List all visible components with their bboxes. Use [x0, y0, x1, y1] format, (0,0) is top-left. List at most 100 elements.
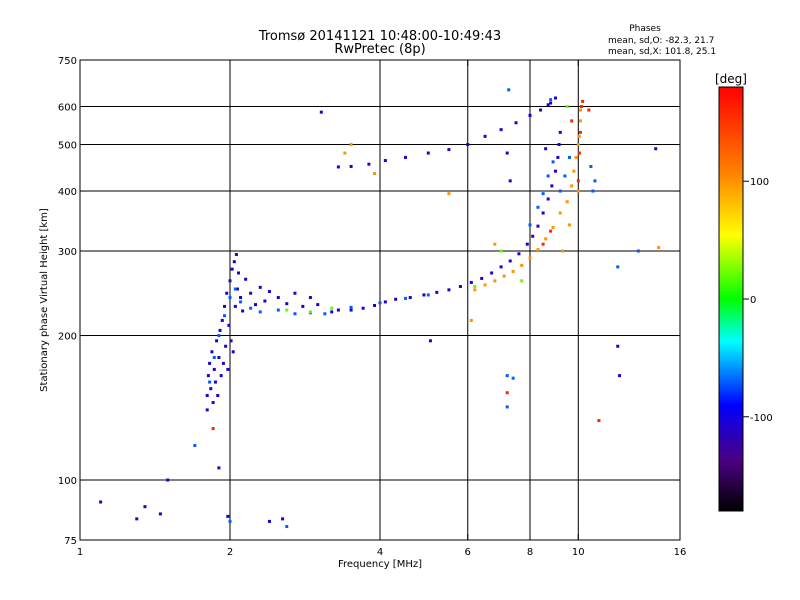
data-point	[394, 297, 398, 301]
data-point	[581, 99, 585, 103]
data-point	[166, 478, 170, 482]
data-point	[208, 380, 212, 384]
data-point	[158, 512, 162, 516]
colorbar	[718, 86, 744, 512]
data-point	[546, 103, 550, 107]
x-axis: 1 2 4 6 8 10 16	[77, 60, 687, 558]
data-point	[493, 242, 497, 246]
data-point	[193, 444, 197, 448]
data-point	[253, 303, 257, 307]
data-point	[505, 151, 509, 155]
data-point	[558, 130, 562, 134]
data-point	[636, 249, 640, 253]
data-point	[231, 350, 235, 354]
y-axis: 75 100 200 300 400 500 600 750	[58, 56, 680, 547]
data-point	[212, 367, 216, 371]
data-point	[435, 290, 439, 294]
data-point	[520, 279, 524, 283]
data-point	[220, 318, 224, 322]
data-point	[249, 306, 253, 310]
data-point	[383, 159, 387, 163]
data-point	[408, 296, 412, 300]
data-point	[549, 98, 553, 102]
data-point	[499, 128, 503, 132]
data-point	[233, 304, 237, 308]
y-tick-label: 750	[58, 56, 77, 67]
data-point	[593, 179, 597, 183]
data-point	[517, 252, 521, 256]
data-point	[473, 288, 477, 292]
data-point	[343, 151, 347, 155]
data-point	[241, 309, 245, 313]
phase-stats-o: mean, sd,O: -82.3, 21.7	[608, 36, 714, 46]
data-point	[499, 249, 503, 253]
colorbar-ticks: 100 0 -100	[743, 177, 773, 424]
data-point	[528, 223, 532, 227]
data-point	[227, 323, 231, 327]
data-point	[551, 225, 555, 229]
data-point	[361, 306, 365, 310]
data-point	[308, 310, 312, 314]
data-point	[616, 265, 620, 269]
data-point	[589, 164, 593, 168]
data-point	[480, 276, 484, 280]
data-point	[205, 394, 209, 398]
data-point	[323, 312, 327, 316]
data-point	[143, 505, 147, 509]
data-point	[563, 174, 567, 178]
x-tick-label: 16	[674, 547, 687, 558]
data-point	[578, 108, 582, 112]
data-point	[228, 296, 232, 300]
data-point	[285, 302, 289, 306]
data-point	[378, 301, 382, 305]
colorbar-tick-label: 0	[750, 295, 756, 306]
x-tick-label: 1	[77, 547, 83, 558]
data-point	[499, 265, 503, 269]
y-tick-label: 300	[58, 247, 77, 258]
data-point	[447, 192, 451, 196]
data-point	[657, 246, 661, 250]
x-tick-label: 4	[377, 547, 383, 558]
data-point	[572, 169, 576, 173]
x-tick-label: 6	[465, 547, 471, 558]
y-tick-label: 600	[58, 103, 77, 114]
data-point	[541, 211, 545, 215]
data-point	[551, 160, 555, 164]
data-point	[546, 197, 550, 201]
data-point	[570, 184, 574, 188]
grid-lines	[80, 60, 680, 540]
data-point	[426, 293, 430, 297]
data-point	[349, 305, 353, 309]
data-point	[226, 367, 230, 371]
data-point	[285, 525, 289, 529]
data-point	[578, 119, 582, 123]
data-point	[319, 110, 323, 114]
data-point	[556, 155, 560, 159]
data-point	[508, 179, 512, 183]
data-point	[580, 105, 584, 109]
data-point	[228, 519, 232, 523]
data-point	[308, 296, 312, 300]
data-point	[508, 259, 512, 263]
data-point	[473, 285, 477, 289]
data-point	[507, 88, 511, 92]
data-point	[205, 408, 209, 412]
chart-title: Tromsø 20141121 10:48:00-10:49:43	[258, 29, 501, 44]
y-tick-label: 200	[58, 332, 77, 343]
data-point	[330, 306, 334, 310]
data-point	[511, 269, 515, 273]
data-point	[618, 374, 622, 378]
data-points	[99, 88, 661, 529]
phase-heading: Phases	[629, 24, 661, 34]
data-point	[514, 121, 518, 125]
data-point	[539, 108, 543, 112]
data-point	[520, 263, 524, 267]
data-point	[229, 339, 233, 343]
data-point	[587, 108, 591, 112]
data-point	[234, 253, 238, 257]
data-point	[211, 427, 215, 431]
data-point	[263, 299, 267, 303]
data-point	[373, 172, 377, 176]
data-point	[426, 151, 430, 155]
